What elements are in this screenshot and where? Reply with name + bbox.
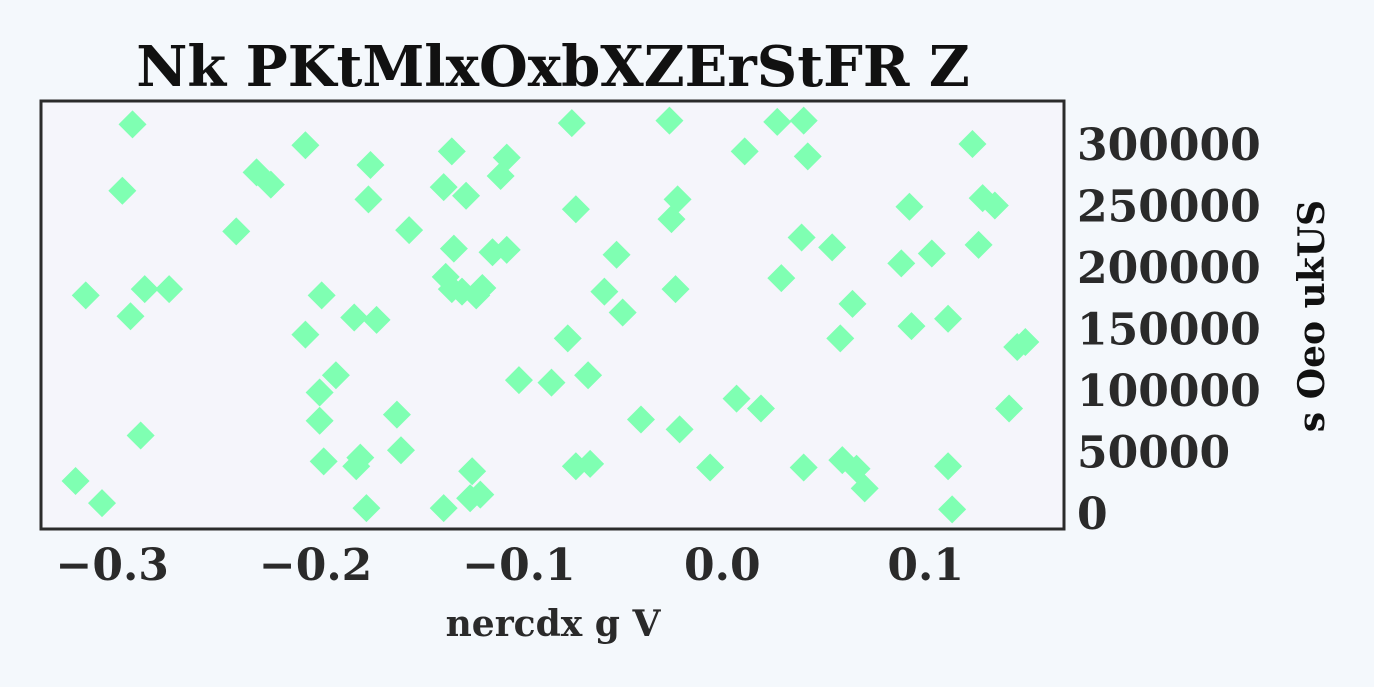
points-layer xyxy=(61,106,1040,524)
x-axis-ticks: −0.3 −0.2 −0.1 0.0 0.1 xyxy=(55,540,964,591)
data-point xyxy=(155,275,184,304)
data-point xyxy=(346,443,375,472)
data-point xyxy=(958,130,987,159)
data-point xyxy=(608,298,637,327)
data-point xyxy=(439,234,468,263)
data-point xyxy=(887,249,916,278)
data-point xyxy=(980,191,1009,220)
data-point xyxy=(354,185,383,214)
y-tick-label: 150000 xyxy=(1077,305,1261,356)
data-point xyxy=(787,223,816,252)
data-point xyxy=(429,173,458,202)
plot-frame xyxy=(39,99,1066,531)
data-point xyxy=(818,233,847,262)
x-axis-label: nercdx g V xyxy=(446,603,662,645)
data-point xyxy=(468,273,497,302)
data-point xyxy=(256,170,285,199)
data-point xyxy=(793,142,822,171)
x-tick-label: −0.3 xyxy=(55,540,168,591)
data-point xyxy=(934,452,963,481)
data-point xyxy=(730,137,759,166)
data-point xyxy=(938,495,967,524)
chart-title: Nk PKtMlxOxbXZErStFR Z xyxy=(136,34,970,100)
data-point xyxy=(553,324,582,353)
data-point xyxy=(452,181,481,210)
data-point xyxy=(356,150,385,179)
data-point xyxy=(696,453,725,482)
data-point xyxy=(458,457,487,486)
data-point xyxy=(386,436,415,465)
data-point xyxy=(995,394,1024,423)
data-point xyxy=(722,384,751,413)
data-point xyxy=(897,312,926,341)
data-point xyxy=(657,205,686,234)
data-point xyxy=(291,131,320,160)
data-point xyxy=(789,106,818,135)
data-point xyxy=(437,137,466,166)
data-point xyxy=(222,217,251,246)
y-tick-label: 200000 xyxy=(1077,243,1261,294)
data-point xyxy=(557,109,586,138)
data-point xyxy=(661,275,690,304)
data-point xyxy=(309,447,338,476)
data-point xyxy=(537,368,566,397)
data-point xyxy=(504,366,533,395)
y-tick-label: 100000 xyxy=(1077,366,1261,417)
data-point xyxy=(126,421,155,450)
y-tick-label: 50000 xyxy=(1077,428,1230,479)
data-point xyxy=(964,230,993,259)
data-point xyxy=(1011,328,1040,357)
x-tick-label: −0.2 xyxy=(259,540,372,591)
data-point xyxy=(561,195,590,224)
y-axis-ticks: 0 50000 100000 150000 200000 250000 300000 xyxy=(1077,120,1261,540)
data-point xyxy=(118,110,147,139)
data-point xyxy=(826,324,855,353)
data-point xyxy=(466,480,495,509)
data-point xyxy=(61,467,90,496)
data-point xyxy=(574,361,603,390)
plot-area xyxy=(41,101,1064,529)
y-axis-label: s Oeo ukUS xyxy=(1291,200,1333,432)
data-point xyxy=(492,143,521,172)
data-point xyxy=(321,361,350,390)
data-point xyxy=(917,239,946,268)
data-point xyxy=(429,494,458,523)
data-point xyxy=(340,303,369,332)
data-point xyxy=(116,302,145,331)
data-point xyxy=(307,281,336,310)
y-tick-label: 250000 xyxy=(1077,182,1261,233)
data-point xyxy=(767,264,796,293)
data-point xyxy=(305,406,334,435)
data-point xyxy=(71,281,100,310)
data-point xyxy=(934,304,963,333)
y-tick-label: 0 xyxy=(1077,489,1108,540)
x-tick-label: 0.1 xyxy=(887,540,964,591)
data-point xyxy=(382,400,411,429)
data-point xyxy=(665,415,694,444)
data-point xyxy=(130,275,159,304)
data-point xyxy=(88,489,117,518)
data-point xyxy=(305,378,334,407)
data-point xyxy=(850,474,879,503)
data-point xyxy=(395,216,424,245)
data-point xyxy=(746,394,775,423)
data-point xyxy=(626,405,655,434)
data-point xyxy=(789,453,818,482)
x-tick-label: −0.1 xyxy=(462,540,575,591)
x-tick-label: 0.0 xyxy=(684,540,761,591)
data-point xyxy=(492,235,521,264)
y-tick-label: 300000 xyxy=(1077,120,1261,171)
data-point xyxy=(352,494,381,523)
data-point xyxy=(576,449,605,478)
data-point xyxy=(838,289,867,318)
data-point xyxy=(602,240,631,269)
data-point xyxy=(655,106,684,135)
data-point xyxy=(362,305,391,334)
data-point xyxy=(763,107,792,136)
data-point xyxy=(291,320,320,349)
data-point xyxy=(590,277,619,306)
data-point xyxy=(108,176,137,205)
data-point xyxy=(895,192,924,221)
